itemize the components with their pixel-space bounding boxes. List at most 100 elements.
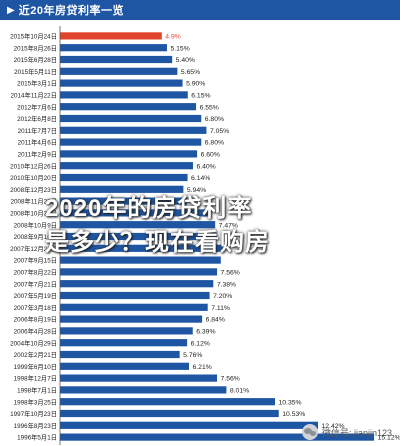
data-label-background <box>211 291 235 300</box>
data-label: 6.12% <box>191 340 210 347</box>
data-label: 7.05% <box>210 128 229 135</box>
data-label: 5.90% <box>186 81 205 88</box>
chart-area: 2015年10月24日 4.9% 2015年8月26日 5.15% 2015年6月28日… <box>0 20 400 446</box>
bar <box>60 303 208 311</box>
bar <box>60 256 221 264</box>
overlay-headline-2: 是多少？现在看购房 <box>45 229 270 256</box>
bar <box>60 374 218 382</box>
bar <box>60 268 218 276</box>
data-label: 6.80% <box>205 116 224 123</box>
bar <box>60 103 197 111</box>
data-label-background <box>203 314 228 324</box>
bar <box>60 114 202 123</box>
category-tick-label: 2010年10月20日 <box>10 173 57 182</box>
category-tick-label: 2014年11月22日 <box>11 91 57 100</box>
chart-title: 近20年房贷利率一览 <box>18 5 124 17</box>
data-label: 7.20% <box>213 293 232 300</box>
data-label: 10.35% <box>279 399 302 406</box>
bar <box>60 173 188 182</box>
bar <box>60 315 203 323</box>
data-label: 6.80% <box>205 140 224 147</box>
data-label-background <box>375 432 400 442</box>
bar <box>60 409 279 418</box>
category-tick-label: 2008年10月9日 <box>14 220 57 229</box>
data-label: 5.15% <box>170 45 189 52</box>
chart-header: ▶ 近20年房贷利率一览 <box>0 0 400 20</box>
bar <box>60 280 214 288</box>
data-label: 6.84% <box>206 317 225 324</box>
bar <box>60 327 193 335</box>
data-label-background <box>227 385 252 395</box>
data-label-background <box>209 303 233 312</box>
data-label-background <box>202 114 227 123</box>
bar <box>60 67 178 75</box>
category-tick-label: 1996年8月23日 <box>14 421 57 430</box>
bar <box>60 185 184 193</box>
category-tick-label: 2012年6月8日 <box>17 114 57 123</box>
data-label-background <box>194 326 218 336</box>
category-tick-label: 2007年12月21日 <box>10 244 57 253</box>
category-tick-label: 2007年9月15日 <box>14 256 57 265</box>
bar <box>60 244 223 252</box>
bar-chart: 2015年10月24日 4.9% 2015年8月26日 5.15% 2015年6月28日… <box>10 26 400 445</box>
category-tick-label: 2010年12月26日 <box>10 161 57 170</box>
bar <box>60 209 210 217</box>
category-tick-label: 2015年3月1日 <box>17 79 57 88</box>
data-label: 5.40% <box>176 57 195 64</box>
bar <box>60 197 188 205</box>
wechat-icon <box>301 424 318 440</box>
data-label-background <box>216 220 241 229</box>
data-label-background <box>197 102 222 111</box>
data-label: 6.14% <box>191 175 210 182</box>
category-tick-label: 1997年10月23日 <box>10 409 57 418</box>
data-label-background <box>178 67 203 76</box>
data-label: 7.11% <box>211 305 230 312</box>
data-label: 8.01% <box>230 388 249 395</box>
data-label-background <box>173 55 198 64</box>
data-label: 6.40% <box>196 163 215 170</box>
category-tick-label: 1996年5月1日 <box>17 433 57 442</box>
data-label: 4.9% <box>165 34 181 41</box>
bar <box>60 221 216 229</box>
category-tick-label: 2006年8月19日 <box>14 315 57 324</box>
data-label-background <box>168 43 192 52</box>
category-tick-label: 2008年11月27日 <box>11 197 57 206</box>
category-tick-label: 2006年4月28日 <box>14 327 57 336</box>
data-label: 6.60% <box>201 152 220 159</box>
data-label-background <box>319 421 347 430</box>
bar <box>60 386 227 394</box>
play-arrow-icon: ▶ <box>7 4 15 16</box>
category-tick-label: 2007年5月19日 <box>14 291 57 300</box>
bar <box>60 150 198 158</box>
category-tick-label: 2011年2月9日 <box>18 150 57 159</box>
category-tick-label: 2015年5月11日 <box>14 67 57 76</box>
data-label: 5.76% <box>183 352 202 359</box>
category-tick-label: 2007年3月18日 <box>14 303 57 312</box>
category-tick-label: 2015年10月24日 <box>10 32 57 41</box>
category-tick-label: 1998年3月25日 <box>14 397 57 406</box>
category-tick-label: 2012年7月6日 <box>17 102 57 111</box>
overlay-headline-1: 2020年的房贷利率 <box>45 195 253 222</box>
data-label: 6.55% <box>200 104 219 111</box>
data-label: 5.94% <box>187 187 206 194</box>
data-label-background <box>198 149 223 159</box>
bar <box>60 126 207 134</box>
data-label-background <box>181 350 205 359</box>
data-label: 10.53% <box>282 411 305 418</box>
data-label: 7.47% <box>219 222 238 229</box>
bar <box>60 398 276 406</box>
data-label-background <box>276 397 304 406</box>
data-label-background <box>218 373 243 383</box>
bar <box>60 362 190 370</box>
category-tick-label: 2015年6月28日 <box>14 55 57 64</box>
data-label: 15.12% <box>378 435 400 442</box>
bar <box>60 44 167 52</box>
watermark-text: 微信号: jianjin123 <box>321 427 392 438</box>
bar <box>60 138 202 146</box>
data-label-background <box>163 31 183 41</box>
category-tick-label: 2007年8月22日 <box>14 268 57 277</box>
watermark: 微信号: jianjin123 <box>301 424 392 440</box>
data-label-background <box>184 185 209 194</box>
data-label: 7.56% <box>221 376 240 383</box>
bar <box>60 421 319 429</box>
